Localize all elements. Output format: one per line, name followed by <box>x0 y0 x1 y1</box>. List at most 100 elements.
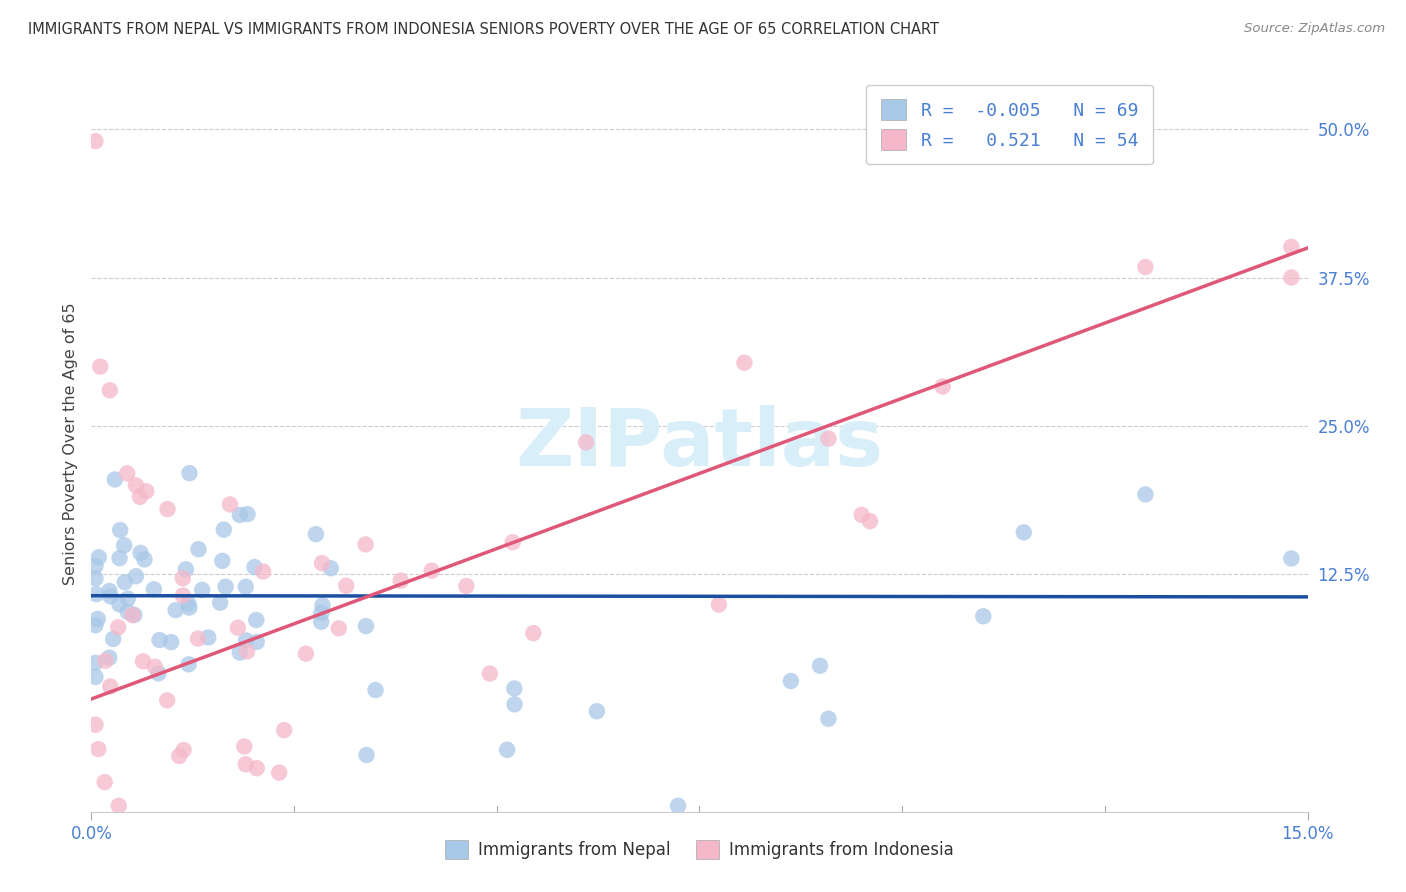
Point <box>104 473 127 487</box>
Point <box>229 508 252 522</box>
Point <box>219 497 242 511</box>
Text: IMMIGRANTS FROM NEPAL VS IMMIGRANTS FROM INDONESIA SENIORS POVERTY OVER THE AGE : IMMIGRANTS FROM NEPAL VS IMMIGRANTS FROM… <box>28 22 939 37</box>
Point <box>243 560 266 574</box>
Point <box>354 619 377 633</box>
Point <box>245 613 267 627</box>
Point <box>84 618 107 632</box>
Point <box>456 579 478 593</box>
Point <box>160 635 183 649</box>
Point <box>125 478 148 492</box>
Point <box>311 599 333 613</box>
Point <box>107 798 129 813</box>
Point <box>135 484 157 499</box>
Text: Source: ZipAtlas.com: Source: ZipAtlas.com <box>1244 22 1385 36</box>
Point <box>1279 270 1302 285</box>
Point <box>808 658 831 673</box>
Point <box>156 693 179 707</box>
Point <box>1135 487 1157 501</box>
Point <box>235 633 257 648</box>
Point <box>134 552 156 566</box>
Point <box>108 523 131 537</box>
Point <box>174 562 197 576</box>
Point <box>129 490 152 504</box>
Point <box>335 579 357 593</box>
Point <box>94 654 117 668</box>
Point <box>212 523 235 537</box>
Point <box>252 565 274 579</box>
Point <box>305 527 328 541</box>
Point <box>172 589 194 603</box>
Point <box>707 598 730 612</box>
Point <box>98 589 121 603</box>
Point <box>132 654 155 668</box>
Point <box>177 657 200 672</box>
Point <box>187 632 209 646</box>
Point <box>98 584 121 599</box>
Point <box>173 743 195 757</box>
Point <box>1012 525 1035 540</box>
Text: ZIPatlas: ZIPatlas <box>516 405 883 483</box>
Point <box>114 575 136 590</box>
Point <box>246 761 269 775</box>
Point <box>148 633 170 648</box>
Point <box>236 507 259 521</box>
Point <box>354 537 377 551</box>
Point <box>124 607 146 622</box>
Point <box>269 765 291 780</box>
Point <box>165 603 187 617</box>
Point <box>319 561 342 575</box>
Point <box>167 748 190 763</box>
Point <box>108 551 131 566</box>
Point <box>1279 551 1302 566</box>
Point <box>84 587 107 601</box>
Point <box>311 556 333 570</box>
Point <box>87 742 110 756</box>
Point <box>309 615 332 629</box>
Point <box>187 542 209 557</box>
Point <box>972 609 994 624</box>
Point <box>235 580 257 594</box>
Point <box>98 680 121 694</box>
Point <box>156 502 179 516</box>
Point <box>84 717 107 731</box>
Point <box>666 798 689 813</box>
Point <box>229 646 252 660</box>
Point <box>733 356 755 370</box>
Point <box>179 466 201 480</box>
Point <box>246 635 269 649</box>
Point <box>143 660 166 674</box>
Point <box>851 508 873 522</box>
Point <box>197 631 219 645</box>
Point <box>356 747 378 762</box>
Point <box>93 775 115 789</box>
Point <box>115 467 138 481</box>
Point <box>87 612 110 626</box>
Point <box>103 632 125 646</box>
Point <box>107 620 129 634</box>
Point <box>89 359 111 374</box>
Point <box>503 698 526 712</box>
Point <box>817 432 839 446</box>
Point <box>121 608 143 623</box>
Point <box>295 647 318 661</box>
Legend: Immigrants from Nepal, Immigrants from Indonesia: Immigrants from Nepal, Immigrants from I… <box>439 833 960 866</box>
Point <box>575 435 598 450</box>
Point <box>84 558 107 573</box>
Point <box>98 384 121 398</box>
Point <box>84 656 107 670</box>
Point <box>179 600 201 615</box>
Point <box>502 535 524 549</box>
Point <box>496 743 519 757</box>
Point <box>117 605 139 619</box>
Point <box>226 621 249 635</box>
Point <box>420 564 443 578</box>
Point <box>84 134 107 148</box>
Point <box>125 569 148 583</box>
Point <box>129 546 152 560</box>
Point <box>148 666 170 681</box>
Point <box>211 554 233 568</box>
Point <box>87 550 110 565</box>
Point <box>177 597 200 611</box>
Y-axis label: Seniors Poverty Over the Age of 65: Seniors Poverty Over the Age of 65 <box>62 302 77 585</box>
Point <box>586 704 609 718</box>
